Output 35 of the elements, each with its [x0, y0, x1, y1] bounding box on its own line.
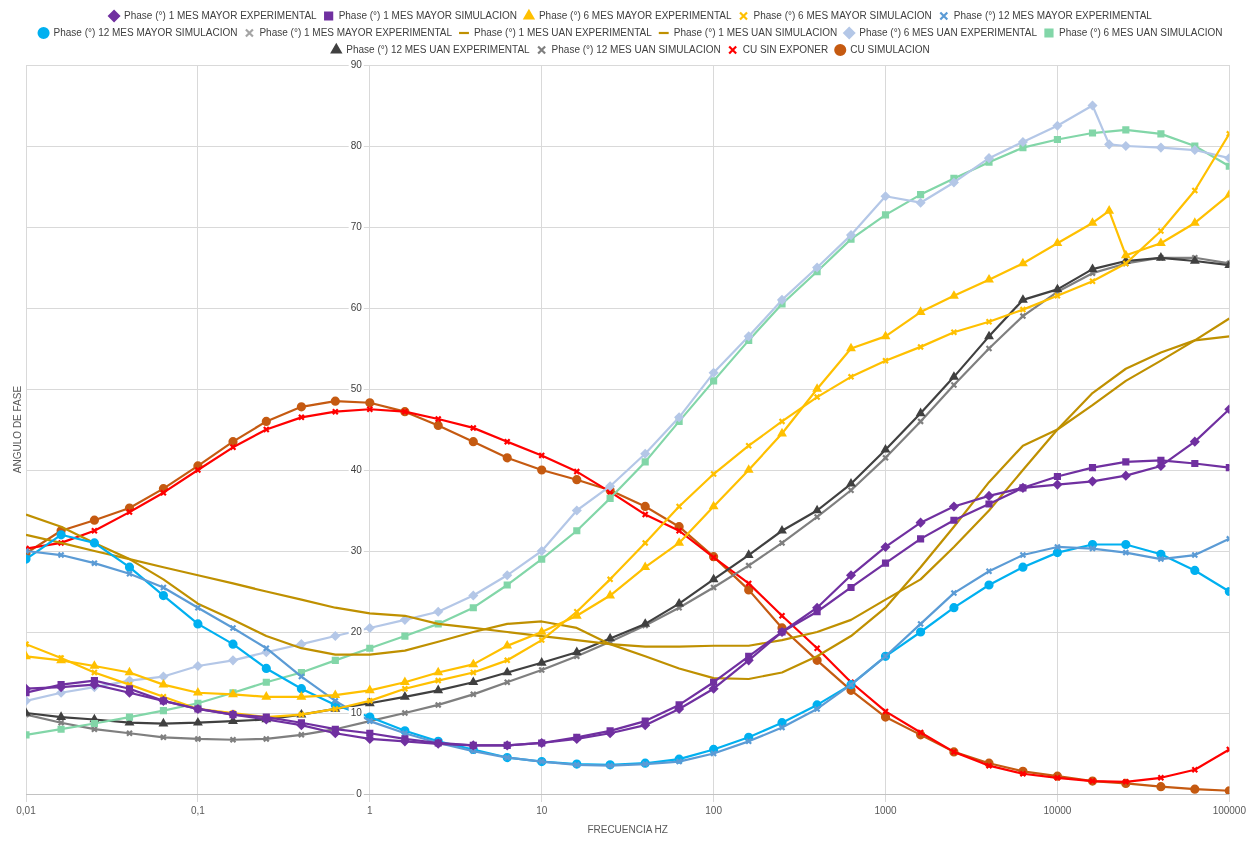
legend-label: Phase (°) 1 MES MAYOR EXPERIMENTAL	[124, 9, 318, 21]
legend-label: Phase (°) 1 MES MAYOR SIMULACION	[338, 9, 517, 21]
y-tick-label: 70	[350, 220, 363, 232]
y-tick-label: 40	[350, 463, 363, 475]
y-tick-label: 90	[350, 58, 363, 70]
legend-label: Phase (°) 1 MES MAYOR EXPERIMENTAL	[259, 26, 453, 38]
y-tick-label: 10	[350, 706, 363, 718]
y-tick-label: 60	[350, 301, 363, 313]
x-tick-label: 0,01	[16, 804, 37, 816]
x-axis-title: FRECUENCIA HZ	[587, 823, 668, 835]
y-tick-label: 20	[350, 625, 363, 637]
legend-label: Phase (°) 6 MES UAN EXPERIMENTAL	[859, 26, 1038, 38]
legend-label: Phase (°) 6 MES MAYOR SIMULACION	[753, 9, 932, 21]
y-tick-label: 0	[356, 787, 363, 799]
legend-label: Phase (°) 12 MES MAYOR SIMULACION	[53, 26, 238, 38]
x-tick-label: 100	[705, 804, 723, 816]
legend-label: Phase (°) 12 MES MAYOR EXPERIMENTAL	[953, 9, 1153, 21]
x-tick-label: 100000	[1212, 804, 1247, 816]
legend-label: Phase (°) 12 MES UAN SIMULACION	[551, 43, 721, 55]
legend-label: CU SIMULACION	[850, 43, 930, 55]
legend-label: CU SIN EXPONER	[742, 43, 829, 55]
legend-label: Phase (°) 12 MES UAN EXPERIMENTAL	[346, 43, 531, 55]
legend-label: Phase (°) 6 MES MAYOR EXPERIMENTAL	[538, 9, 732, 21]
y-tick-label: 30	[350, 544, 363, 556]
x-tick-label: 10	[536, 804, 548, 816]
x-tick-label: 10000	[1043, 804, 1072, 816]
y-axis-title: ANGULO DE FASE	[11, 385, 23, 474]
x-tick-label: 0,1	[190, 804, 206, 816]
legend-label: Phase (°) 6 MES UAN SIMULACION	[1058, 26, 1223, 38]
x-tick-label: 1000	[874, 804, 898, 816]
x-tick-label: 1	[367, 804, 374, 816]
y-tick-label: 50	[350, 382, 363, 394]
legend-label: Phase (°) 1 MES UAN EXPERIMENTAL	[473, 26, 653, 38]
y-tick-label: 80	[350, 139, 363, 151]
legend-label: Phase (°) 1 MES UAN SIMULACION	[673, 26, 838, 38]
